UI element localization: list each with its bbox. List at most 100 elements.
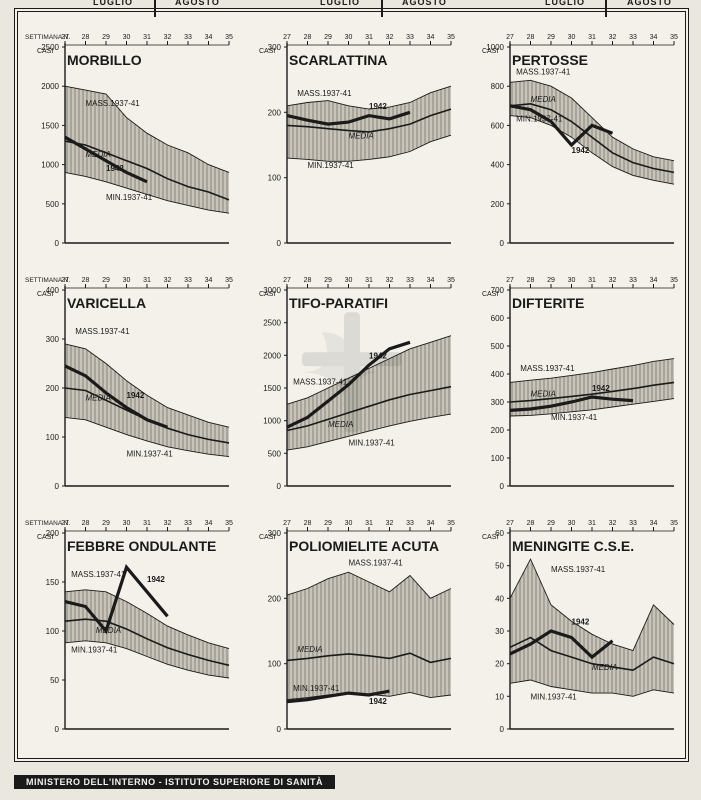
footer: MINISTERO DELL'INTERNO - ISTITUTO SUPERI…: [14, 768, 687, 796]
svg-text:MIN.1937-41: MIN.1937-41: [127, 450, 174, 459]
svg-text:28: 28: [304, 520, 312, 527]
svg-text:1500: 1500: [263, 384, 281, 393]
svg-text:28: 28: [527, 34, 535, 41]
chart-panel-border: LUGLIO AGOSTO LUGLIO AGOSTO LUGLIO AGOST…: [14, 8, 689, 762]
svg-text:300: 300: [268, 529, 282, 538]
chart-title: PERTOSSE: [512, 52, 588, 68]
svg-text:29: 29: [324, 34, 332, 41]
svg-text:300: 300: [491, 398, 505, 407]
svg-text:33: 33: [406, 34, 414, 41]
svg-text:1000: 1000: [41, 161, 59, 170]
svg-text:35: 35: [225, 277, 233, 284]
svg-text:600: 600: [491, 314, 505, 323]
svg-text:2500: 2500: [41, 43, 59, 52]
svg-text:27: 27: [283, 520, 291, 527]
svg-text:34: 34: [427, 520, 435, 527]
svg-text:MEDIA: MEDIA: [349, 132, 374, 141]
svg-text:29: 29: [102, 34, 110, 41]
svg-text:33: 33: [629, 277, 637, 284]
svg-text:30: 30: [568, 34, 576, 41]
svg-text:100: 100: [268, 174, 282, 183]
month-label: AGOSTO: [402, 0, 447, 7]
svg-text:35: 35: [225, 520, 233, 527]
svg-text:10: 10: [495, 692, 504, 701]
svg-text:MEDIA: MEDIA: [86, 393, 111, 402]
svg-text:0: 0: [55, 725, 60, 734]
chart-title: SCARLATTINA: [289, 52, 388, 68]
svg-text:28: 28: [304, 277, 312, 284]
svg-text:MEDIA: MEDIA: [592, 663, 617, 672]
svg-text:0: 0: [55, 482, 60, 491]
svg-text:31: 31: [365, 520, 373, 527]
svg-text:60: 60: [495, 529, 504, 538]
svg-text:1942: 1942: [572, 146, 590, 155]
month-label: LUGLIO: [93, 0, 133, 7]
svg-text:MASS.1937-41: MASS.1937-41: [293, 378, 348, 387]
chart-cell: CASI 272829303132333435 DIFTERITE 010020…: [466, 272, 682, 509]
svg-text:700: 700: [491, 286, 505, 295]
month-label: LUGLIO: [545, 0, 585, 7]
svg-text:MASS.1937-41: MASS.1937-41: [75, 327, 130, 336]
svg-text:300: 300: [46, 335, 60, 344]
svg-text:34: 34: [650, 277, 658, 284]
svg-text:35: 35: [670, 34, 678, 41]
svg-text:28: 28: [82, 277, 90, 284]
svg-text:34: 34: [205, 277, 213, 284]
svg-text:1000: 1000: [486, 43, 504, 52]
chart-cell: SETTIMANA N. CASI 272829303132333435 VAR…: [21, 272, 237, 509]
chart-title: MORBILLO: [67, 52, 142, 68]
svg-text:MASS.1937-41: MASS.1937-41: [551, 565, 606, 574]
svg-text:32: 32: [609, 34, 617, 41]
chart-cell: CASI 272829303132333435 POLIOMIELITE ACU…: [243, 515, 459, 752]
svg-text:31: 31: [365, 277, 373, 284]
chart-cell: CASI 272829303132333435 PERTOSSE 0200400…: [466, 29, 682, 266]
svg-text:200: 200: [491, 200, 505, 209]
svg-text:28: 28: [304, 34, 312, 41]
svg-text:29: 29: [547, 520, 555, 527]
svg-text:1942: 1942: [369, 697, 387, 706]
svg-text:2500: 2500: [263, 319, 281, 328]
svg-text:29: 29: [102, 520, 110, 527]
svg-text:200: 200: [268, 108, 282, 117]
svg-text:30: 30: [568, 520, 576, 527]
svg-text:28: 28: [527, 277, 535, 284]
svg-text:1942: 1942: [592, 384, 610, 393]
svg-text:33: 33: [629, 34, 637, 41]
svg-text:32: 32: [164, 277, 172, 284]
svg-text:3000: 3000: [263, 286, 281, 295]
svg-text:27: 27: [61, 520, 69, 527]
svg-text:100: 100: [46, 433, 60, 442]
svg-text:28: 28: [82, 520, 90, 527]
svg-text:100: 100: [268, 660, 282, 669]
svg-text:0: 0: [500, 482, 505, 491]
svg-text:0: 0: [277, 239, 282, 248]
svg-text:32: 32: [386, 34, 394, 41]
svg-text:500: 500: [491, 342, 505, 351]
svg-text:27: 27: [506, 34, 514, 41]
svg-text:34: 34: [427, 277, 435, 284]
svg-text:30: 30: [123, 277, 131, 284]
svg-text:2000: 2000: [263, 351, 281, 360]
svg-text:400: 400: [491, 370, 505, 379]
range-band: [65, 590, 229, 678]
svg-text:MIN.1937-41: MIN.1937-41: [71, 646, 118, 655]
svg-text:50: 50: [50, 676, 59, 685]
svg-text:400: 400: [491, 161, 505, 170]
svg-text:31: 31: [588, 520, 596, 527]
svg-text:MIN.1937-41: MIN.1937-41: [551, 413, 598, 422]
svg-text:33: 33: [184, 34, 192, 41]
svg-text:200: 200: [46, 529, 60, 538]
svg-text:20: 20: [495, 660, 504, 669]
svg-text:33: 33: [406, 520, 414, 527]
svg-text:MASS.1937-41: MASS.1937-41: [520, 364, 575, 373]
svg-text:0: 0: [500, 239, 505, 248]
chart-cell: CASI 272829303132333435 SCARLATTINA 0100…: [243, 29, 459, 266]
svg-text:MEDIA: MEDIA: [531, 95, 556, 104]
svg-text:1942: 1942: [572, 618, 590, 627]
svg-text:0: 0: [55, 239, 60, 248]
svg-text:35: 35: [225, 34, 233, 41]
svg-text:32: 32: [164, 520, 172, 527]
svg-text:28: 28: [527, 520, 535, 527]
chart-cell: CASI 272829303132333435 TIFO-PARATIFI 05…: [243, 272, 459, 509]
svg-text:31: 31: [143, 34, 151, 41]
